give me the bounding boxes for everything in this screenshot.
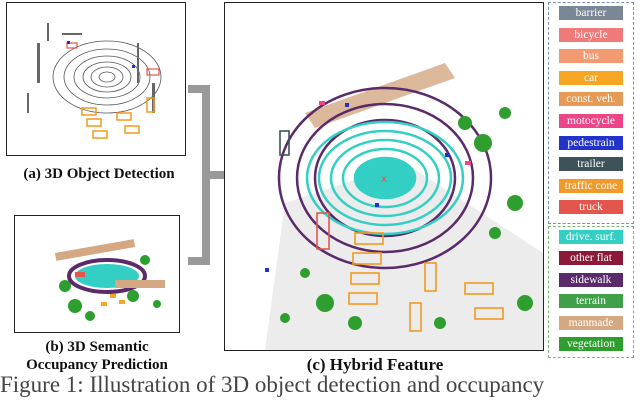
legend-item-pedestrain: pedestrain xyxy=(559,135,623,150)
legend-item-other-flat: other flat xyxy=(559,251,623,266)
legend-item-const-veh: const. veh. xyxy=(559,92,623,107)
legend-item-motocycle: motocycle xyxy=(559,114,623,128)
legend-item-sidewalk: sidewalk xyxy=(559,272,623,287)
legend-scene-classes xyxy=(548,226,634,358)
figure-caption: Figure 1: Illustration of 3D object dete… xyxy=(0,372,545,397)
semantic-occupancy-render xyxy=(54,239,165,321)
caption-semantic-occupancy-line1: (b) 3D Semantic xyxy=(45,339,149,355)
legend-item-truck: truck xyxy=(559,200,623,215)
legend-item-trailer: trailer xyxy=(559,157,623,172)
object-detection-pointcloud xyxy=(27,23,162,139)
caption-object-detection: (a) 3D Object Detection xyxy=(23,166,175,182)
legend-item-bus: bus xyxy=(559,49,623,64)
legend-item-vegetation: vegetation xyxy=(559,337,623,351)
legend-item-drive-surf: drive. surf. xyxy=(559,230,623,244)
legend-item-terrain: terrain xyxy=(559,294,623,309)
panel-semantic-occupancy xyxy=(14,215,180,333)
hybrid-feature-render: x xyxy=(225,3,543,350)
svg-text:x: x xyxy=(381,174,387,185)
caption-hybrid-feature: (c) Hybrid Feature xyxy=(306,355,444,374)
legend-item-bicycle: bicycle xyxy=(559,27,623,42)
legend-item-traffic-cone: traffic cone xyxy=(559,178,623,193)
bracket-connector xyxy=(188,85,224,265)
legend-item-barrier: barrier xyxy=(559,6,623,20)
panel-object-detection xyxy=(6,2,186,156)
caption-semantic-occupancy-line2: Occupancy Prediction xyxy=(26,357,168,373)
panel-hybrid-feature: x xyxy=(224,2,544,351)
legend-item-manmade: manmade xyxy=(559,315,623,330)
legend-item-car: car xyxy=(559,70,623,85)
